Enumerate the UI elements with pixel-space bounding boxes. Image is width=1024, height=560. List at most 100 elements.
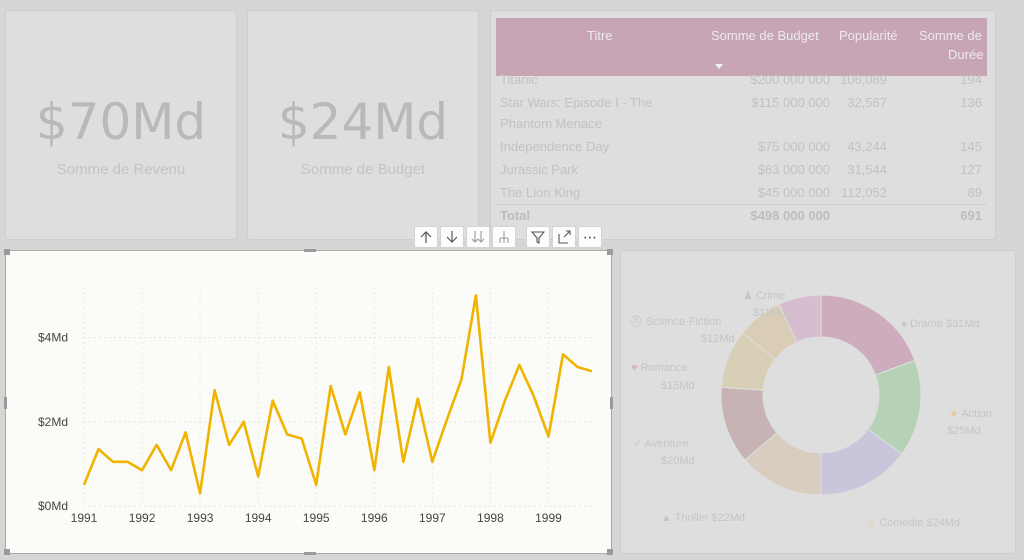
cell-duration: 127 [960, 162, 982, 177]
column-header-duration-line2: Durée [948, 47, 984, 62]
comedie-text: Comédie $24Md [879, 517, 961, 529]
cell-budget: $63 000 000 [757, 162, 830, 177]
x-tick-label: 1993 [187, 511, 214, 525]
cell-title-line2: Phantom Menace [500, 116, 602, 131]
column-header-budget[interactable]: Somme de Budget [711, 28, 819, 43]
crime-label: ♟ Crime [743, 289, 785, 302]
crime-icon: ♟ [743, 290, 753, 302]
revenue-label: Somme de Revenu [56, 161, 186, 178]
aventure-value: $20Md [661, 455, 695, 467]
heart-icon: ♥ [631, 362, 638, 374]
cell-duration: 136 [960, 95, 982, 110]
cell-duration: 145 [960, 139, 982, 154]
cell-popularity: 112,052 [840, 185, 887, 200]
revenue-card[interactable]: $70Md Somme de Revenu [5, 10, 237, 240]
cell-popularity: 106,089 [840, 72, 887, 87]
more-options-icon: ⋯ [583, 229, 597, 245]
line-chart-plot: $0Md $2Md $4Md 1991 1992 1993 1994 1995 1996 1997… [38, 287, 593, 525]
more-options-button[interactable]: ⋯ [578, 226, 602, 248]
double-arrow-down-icon [471, 231, 485, 243]
crime-value: $11Md [753, 307, 786, 319]
cell-title: Titanic [500, 72, 538, 87]
smile-icon: ☺ [865, 517, 877, 529]
theater-mask-icon: ♠ [901, 318, 907, 330]
resize-handle-corner-bl[interactable] [4, 549, 10, 555]
focus-mode-icon [558, 230, 571, 244]
filter-button[interactable] [526, 226, 550, 248]
focus-mode-button[interactable] [552, 226, 576, 248]
aventure-label: ✓ Aventure [633, 437, 689, 450]
resize-handle-right[interactable] [610, 397, 613, 409]
star-icon: ★ [949, 408, 959, 420]
total-divider [496, 204, 987, 205]
resize-handle-top[interactable] [304, 249, 316, 252]
sort-desc-icon[interactable] [715, 64, 723, 69]
x-tick-label: 1995 [303, 511, 330, 525]
revenue-by-genre-donut-chart[interactable]: ♟ Crime $11Md ⛑ Science-Fiction $12Md ♥ … [620, 250, 1016, 554]
thriller-label: ▲ Thriller $22Md [661, 512, 745, 524]
cell-title: Independence Day [500, 139, 610, 154]
total-budget: $498 000 000 [750, 208, 830, 223]
cell-budget: $75 000 000 [757, 139, 830, 154]
x-tick-label: 1997 [419, 511, 446, 525]
total-label: Total [500, 208, 531, 223]
x-tick-label: 1996 [361, 511, 388, 525]
romance-label: ♥ Romance [631, 362, 688, 374]
x-tick-label: 1991 [71, 511, 98, 525]
resize-handle-left[interactable] [4, 397, 7, 409]
thriller-text: Thriller $22Md [674, 512, 746, 524]
column-header-popularity[interactable]: Popularité [839, 28, 898, 43]
expand-hierarchy-button[interactable] [492, 226, 516, 248]
revenue-value: $70Md [35, 93, 207, 151]
x-tick-label: 1999 [535, 511, 562, 525]
resize-handle-corner-tl[interactable] [4, 249, 10, 255]
drame-label: ♠ Drame $31Md [901, 318, 980, 330]
scifi-label: ⛑ Science-Fiction [629, 315, 721, 328]
cell-duration: 89 [967, 185, 982, 200]
budget-value: $24Md [277, 93, 449, 151]
crime-name: Crime [755, 290, 786, 302]
total-duration: 691 [960, 208, 982, 223]
table-header: Titre Somme de Budget Popularité Somme d… [496, 18, 987, 76]
scifi-icon: ⛑ [629, 316, 643, 328]
drame-text: Drame $31Md [909, 318, 980, 330]
column-header-title[interactable]: Titre [587, 28, 613, 43]
y-tick-label: $2Md [38, 415, 68, 429]
triangle-icon: ▲ [661, 512, 672, 524]
action-name: Action [961, 408, 992, 420]
scifi-name: Science-Fiction [646, 316, 722, 328]
cell-duration: 194 [960, 72, 982, 87]
cell-title: Jurassic Park [500, 162, 579, 177]
movies-table[interactable]: Titre Somme de Budget Popularité Somme d… [490, 10, 996, 240]
column-header-duration[interactable]: Somme de [919, 28, 982, 43]
action-value: $25Md [947, 425, 981, 437]
donut-plot [720, 294, 922, 496]
toolbar-spacer [518, 226, 524, 248]
budget-series-line [82, 294, 593, 495]
cell-popularity: 32,567 [847, 95, 887, 110]
resize-handle-bottom[interactable] [304, 552, 316, 555]
budget-card[interactable]: $24Md Somme de Budget [247, 10, 479, 240]
resize-handle-corner-tr[interactable] [607, 249, 613, 255]
budget-label: Somme de Budget [300, 161, 426, 178]
donut-slice-drame [820, 294, 916, 376]
expand-hierarchy-icon [499, 231, 509, 243]
aventure-name: Aventure [644, 438, 689, 450]
comedie-label: ☺ Comédie $24Md [865, 517, 960, 529]
next-level-button[interactable] [466, 226, 490, 248]
filter-icon [531, 231, 545, 244]
x-tick-label: 1994 [245, 511, 272, 525]
x-tick-label: 1992 [129, 511, 156, 525]
budget-by-year-line-chart[interactable]: $0Md $2Md $4Md 1991 1992 1993 1994 1995 1996 1997… [4, 249, 613, 555]
y-tick-label: $4Md [38, 331, 68, 345]
action-label: ★ Action [949, 407, 992, 420]
scifi-value: $12Md [701, 333, 735, 345]
drill-up-button[interactable] [414, 226, 438, 248]
y-tick-label: $0Md [38, 499, 68, 513]
romance-value: $15Md [661, 380, 695, 392]
visual-header-toolbar: ⋯ [414, 226, 602, 248]
cell-budget: $45 000 000 [757, 185, 830, 200]
resize-handle-corner-br[interactable] [607, 549, 613, 555]
drill-down-button[interactable] [440, 226, 464, 248]
compass-icon: ✓ [633, 438, 643, 450]
